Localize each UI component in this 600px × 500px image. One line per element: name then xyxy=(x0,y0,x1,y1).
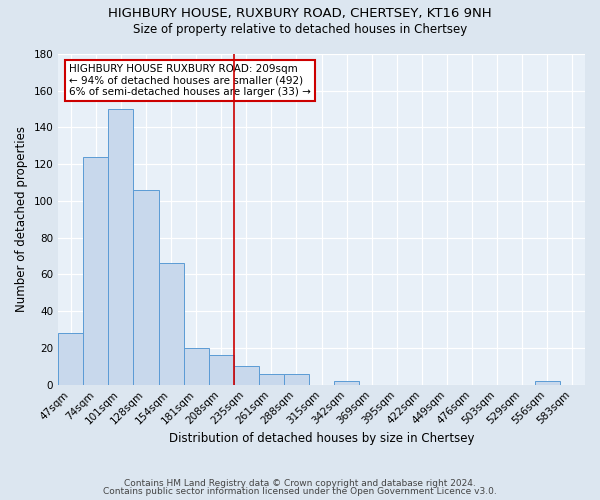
Y-axis label: Number of detached properties: Number of detached properties xyxy=(15,126,28,312)
Bar xyxy=(58,334,83,384)
Bar xyxy=(184,348,209,385)
Bar xyxy=(83,157,109,384)
X-axis label: Distribution of detached houses by size in Chertsey: Distribution of detached houses by size … xyxy=(169,432,475,445)
Text: Contains HM Land Registry data © Crown copyright and database right 2024.: Contains HM Land Registry data © Crown c… xyxy=(124,478,476,488)
Bar xyxy=(284,374,309,384)
Text: Size of property relative to detached houses in Chertsey: Size of property relative to detached ho… xyxy=(133,22,467,36)
Bar xyxy=(158,264,184,384)
Bar xyxy=(535,381,560,384)
Bar xyxy=(334,381,359,384)
Text: Contains public sector information licensed under the Open Government Licence v3: Contains public sector information licen… xyxy=(103,487,497,496)
Bar xyxy=(259,374,284,384)
Bar xyxy=(109,109,133,384)
Text: HIGHBURY HOUSE RUXBURY ROAD: 209sqm
← 94% of detached houses are smaller (492)
6: HIGHBURY HOUSE RUXBURY ROAD: 209sqm ← 94… xyxy=(69,64,311,97)
Text: HIGHBURY HOUSE, RUXBURY ROAD, CHERTSEY, KT16 9NH: HIGHBURY HOUSE, RUXBURY ROAD, CHERTSEY, … xyxy=(108,8,492,20)
Bar xyxy=(133,190,158,384)
Bar xyxy=(209,356,234,384)
Bar xyxy=(234,366,259,384)
